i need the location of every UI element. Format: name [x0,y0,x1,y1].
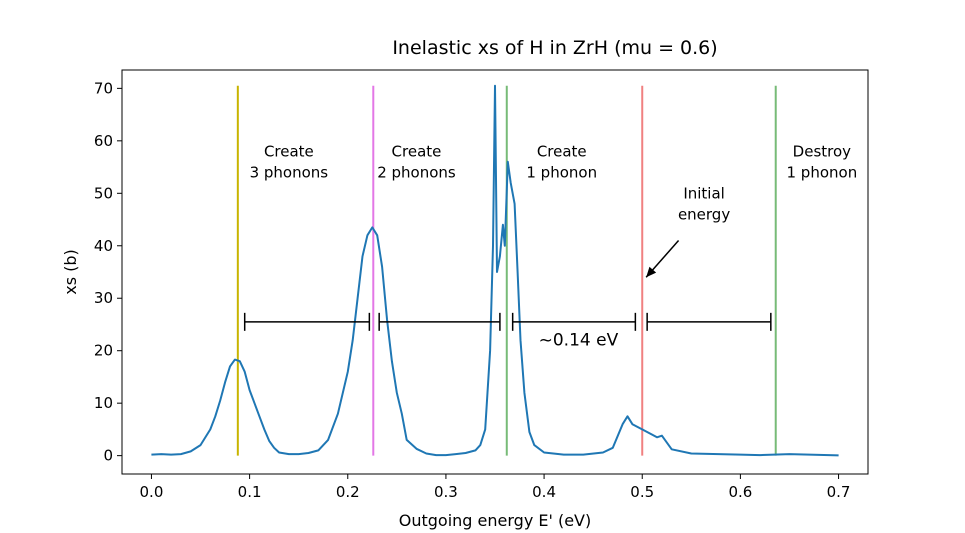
x-ticks: 0.0 0.1 0.2 0.3 0.4 0.5 0.6 0.7 [140,474,851,501]
y-tick-label: 30 [94,289,113,307]
arrow-head [646,266,657,278]
annotation-label: Destroy 1 phonon [787,143,858,182]
y-tick-label: 50 [94,184,113,202]
vertical-lines [236,85,777,456]
y-tick-label: 60 [94,132,113,150]
x-tick-label: 0.3 [434,483,458,501]
annotations: Create 3 phonons Create 2 phonons Create 1 ph… [250,143,858,351]
series-group [151,84,839,457]
series-line [151,84,839,457]
x-tick-label: 0.2 [336,483,360,501]
spacing-label: ~0.14 eV [539,330,619,350]
x-tick-label: 0.0 [140,483,164,501]
annotation-label: Create 3 phonons [250,143,329,182]
chart-title: Inelastic xs of H in ZrH (mu = 0.6) [392,37,717,59]
y-tick-label: 0 [103,447,113,465]
initial-energy-arrow [645,240,680,278]
y-tick-label: 70 [94,79,113,97]
y-ticks: 0 10 20 30 40 50 60 70 [94,79,122,465]
x-axis-label: Outgoing energy E' (eV) [399,511,591,530]
spacing-brackets [243,312,772,331]
x-tick-label: 0.4 [532,483,556,501]
annotation-label: Initial energy [678,185,730,224]
y-axis-label: xs (b) [61,249,80,295]
y-tick-label: 40 [94,237,113,255]
annotation-label: Create 1 phonon [526,143,597,182]
annotation-label: Create 2 phonons [377,143,456,182]
y-tick-label: 10 [94,394,113,412]
x-tick-label: 0.5 [630,483,654,501]
x-tick-label: 0.6 [728,483,752,501]
x-tick-label: 0.7 [827,483,851,501]
y-tick-label: 20 [94,342,113,360]
x-tick-label: 0.1 [238,483,262,501]
